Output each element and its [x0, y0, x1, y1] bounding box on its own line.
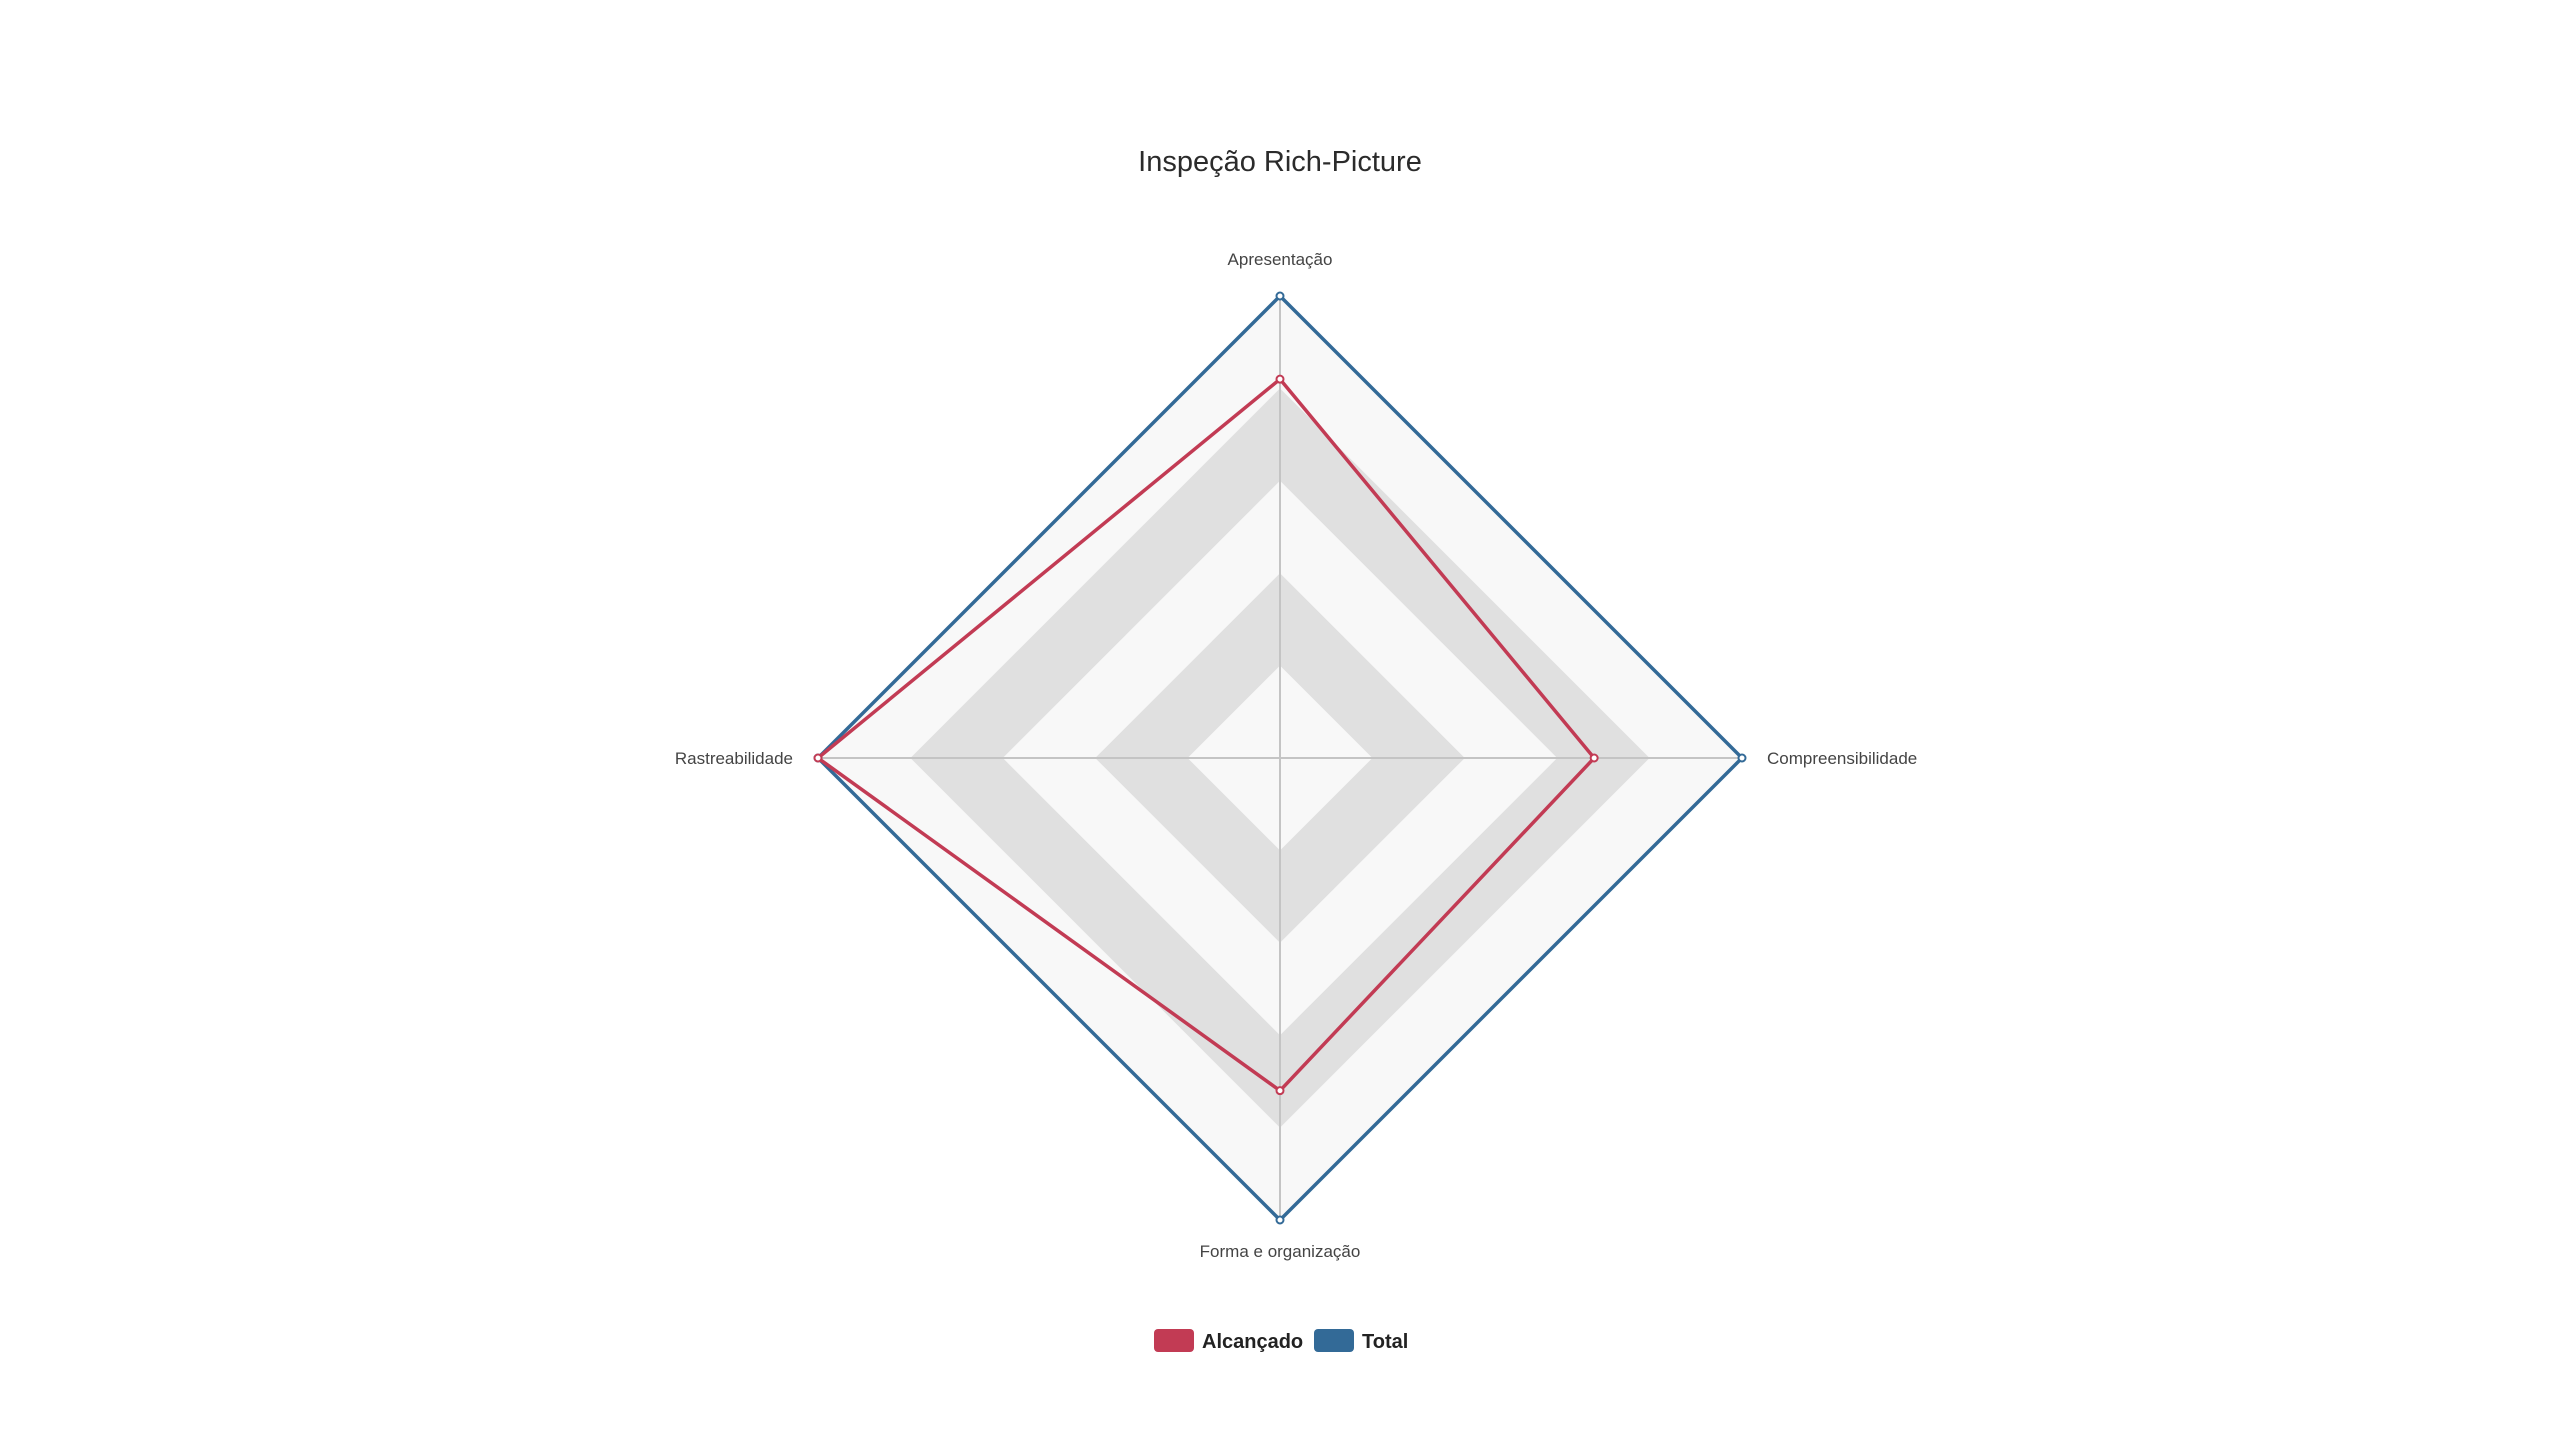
- radar-axes: [818, 296, 1742, 1220]
- data-point-total[interactable]: [1275, 1215, 1285, 1225]
- legend-swatch-total: [1314, 1329, 1354, 1352]
- legend-item-total[interactable]: Total: [1314, 1329, 1408, 1353]
- axis-label: Forma e organização: [1200, 1242, 1361, 1261]
- data-point-alcancado[interactable]: [1275, 374, 1285, 384]
- chart-title: Inspeção Rich-Picture: [1138, 146, 1422, 178]
- data-point-alcancado[interactable]: [1275, 1086, 1285, 1096]
- legend-label-total: Total: [1362, 1331, 1408, 1353]
- radar-series: [813, 291, 1747, 1225]
- data-point-total[interactable]: [1737, 753, 1747, 763]
- axis-label: Apresentação: [1228, 250, 1333, 269]
- axis-labels: Apresentação Compreensibilidade Forma e or…: [675, 250, 1917, 1261]
- axis-label: Compreensibilidade: [1767, 749, 1917, 768]
- legend-label-alcancado: Alcançado: [1202, 1331, 1303, 1353]
- legend-item-alcancado[interactable]: Alcançado: [1154, 1329, 1303, 1353]
- axis-label: Rastreabilidade: [675, 749, 793, 768]
- data-point-alcancado[interactable]: [1589, 753, 1599, 763]
- data-point-alcancado[interactable]: [813, 753, 823, 763]
- legend: Alcançado Total: [1154, 1329, 1408, 1353]
- data-point-total[interactable]: [1275, 291, 1285, 301]
- legend-swatch-alcancado: [1154, 1329, 1194, 1352]
